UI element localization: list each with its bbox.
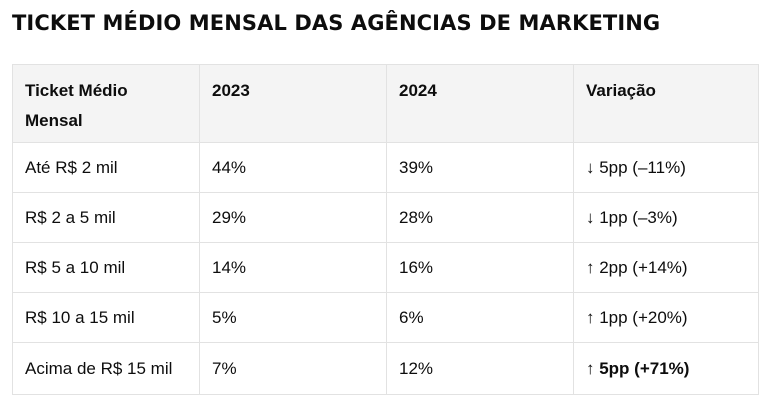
cell-variacao: ↑ 2pp (+14%) — [573, 242, 759, 293]
cell-2024: 6% — [386, 292, 574, 343]
cell-2023: 44% — [199, 142, 387, 193]
cell-range: R$ 5 a 10 mil — [12, 242, 200, 293]
cell-variacao: ↓ 5pp (–11%) — [573, 142, 759, 193]
header-2023: 2023 — [199, 64, 387, 143]
cell-2023: 29% — [199, 192, 387, 243]
cell-2023: 5% — [199, 292, 387, 343]
table-row: Até R$ 2 mil 44% 39% ↓ 5pp (–11%) — [12, 142, 759, 193]
cell-2023: 7% — [199, 342, 387, 395]
table-row: Acima de R$ 15 mil 7% 12% ↑ 5pp (+71%) — [12, 342, 759, 395]
page-title: TICKET MÉDIO MENSAL DAS AGÊNCIAS DE MARK… — [12, 11, 661, 35]
cell-variacao-highlight: ↑ 5pp (+71%) — [573, 342, 759, 395]
cell-2024: 12% — [386, 342, 574, 395]
cell-range: Até R$ 2 mil — [12, 142, 200, 193]
ticket-table: Ticket Médio Mensal 2023 2024 Variação A… — [12, 64, 759, 395]
header-variacao: Variação — [573, 64, 759, 143]
table-row: R$ 2 a 5 mil 29% 28% ↓ 1pp (–3%) — [12, 192, 759, 243]
cell-2023: 14% — [199, 242, 387, 293]
ticket-table-container: Ticket Médio Mensal 2023 2024 Variação A… — [12, 64, 759, 395]
cell-2024: 28% — [386, 192, 574, 243]
header-ticket-medio: Ticket Médio Mensal — [12, 64, 200, 143]
table-row: R$ 10 a 15 mil 5% 6% ↑ 1pp (+20%) — [12, 292, 759, 343]
cell-range: R$ 10 a 15 mil — [12, 292, 200, 343]
cell-2024: 16% — [386, 242, 574, 293]
header-2024: 2024 — [386, 64, 574, 143]
cell-variacao: ↓ 1pp (–3%) — [573, 192, 759, 243]
table-row: R$ 5 a 10 mil 14% 16% ↑ 2pp (+14%) — [12, 242, 759, 293]
table-header-row: Ticket Médio Mensal 2023 2024 Variação — [12, 64, 759, 143]
cell-range: Acima de R$ 15 mil — [12, 342, 200, 395]
cell-variacao: ↑ 1pp (+20%) — [573, 292, 759, 343]
cell-range: R$ 2 a 5 mil — [12, 192, 200, 243]
cell-2024: 39% — [386, 142, 574, 193]
